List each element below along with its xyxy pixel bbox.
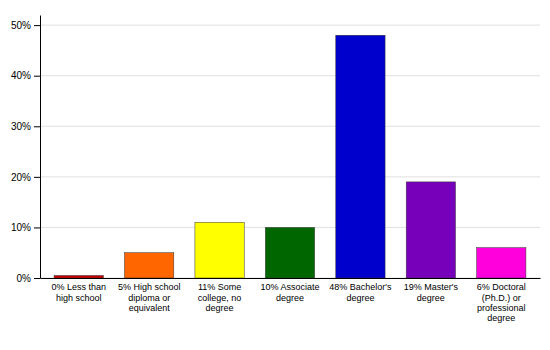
grid-line xyxy=(40,176,540,177)
x-tick: 0% Less thanhigh school xyxy=(51,282,106,302)
x-tick-label-line: degree xyxy=(276,293,304,303)
grid-line xyxy=(40,25,540,26)
x-tick: 48% Bachelor'sdegree xyxy=(329,282,392,302)
y-tick-mark xyxy=(34,25,40,26)
y-tick-label: 50% xyxy=(11,20,31,31)
y-tick-mark xyxy=(34,177,40,178)
x-tick-label: 48% Bachelor'sdegree xyxy=(329,282,392,302)
x-tick-label: 0% Less thanhigh school xyxy=(51,282,106,302)
x-tick-label-line: degree xyxy=(487,313,515,323)
x-tick-label-line: 0% Less than xyxy=(51,282,106,292)
bar xyxy=(406,182,455,278)
x-tick-label-line: high school xyxy=(56,293,102,303)
x-tick-label-line: 19% Master's xyxy=(404,282,459,292)
grid xyxy=(40,25,540,278)
x-tick-label-line: equivalent xyxy=(129,303,171,313)
y-axis: 0% 10% 20% 30% 40% 50% xyxy=(11,16,41,284)
x-tick-label-line: degree xyxy=(346,293,374,303)
y-tick-label: 10% xyxy=(11,222,31,233)
y-tick: 50% xyxy=(11,20,40,31)
x-tick-label-line: 6% Doctoral xyxy=(477,282,526,292)
y-tick-mark xyxy=(34,278,40,279)
x-tick: 19% Master'sdegree xyxy=(404,282,459,302)
y-tick: 0% xyxy=(17,273,40,284)
x-tick-label: 5% High schooldiploma orequivalent xyxy=(118,282,181,313)
y-tick-mark xyxy=(34,227,40,228)
y-tick: 30% xyxy=(11,121,40,132)
bars xyxy=(54,35,526,278)
plot: 0% 10% 20% 30% 40% 50% 0% Less thanhigh school… xyxy=(11,16,541,324)
x-axis-line xyxy=(41,278,541,279)
bar xyxy=(54,275,103,278)
x-axis: 0% Less thanhigh school 5% High schooldip… xyxy=(41,279,541,324)
x-tick-label: 11% Somecollege, nodegree xyxy=(198,282,242,313)
x-tick-label-line: college, no xyxy=(198,293,242,303)
x-tick-label-line: professional xyxy=(477,303,526,313)
y-tick-label: 30% xyxy=(11,121,31,132)
x-tick-label-line: 10% Associate xyxy=(260,282,319,292)
y-axis-line xyxy=(40,16,41,279)
y-tick-mark xyxy=(34,126,40,127)
y-tick: 40% xyxy=(11,70,40,81)
x-tick-label-line: (Ph.D.) or xyxy=(482,293,521,303)
x-tick-label-line: degree xyxy=(417,293,445,303)
y-tick: 20% xyxy=(11,172,40,183)
x-tick: 10% Associatedegree xyxy=(260,282,319,302)
x-tick-label-line: 11% Some xyxy=(198,282,241,292)
x-tick-label-line: diploma or xyxy=(128,293,170,303)
x-tick-label: 6% Doctoral(Ph.D.) orprofessionaldegree xyxy=(477,282,526,323)
bar xyxy=(195,222,244,278)
y-tick-label: 20% xyxy=(11,172,31,183)
chart: 0% 10% 20% 30% 40% 50% 0% Less thanhigh school… xyxy=(0,0,550,350)
x-tick-label-line: 5% High school xyxy=(118,282,181,292)
y-tick-mark xyxy=(34,76,40,77)
bar xyxy=(336,35,385,278)
y-tick-label: 0% xyxy=(17,273,32,284)
bar xyxy=(125,253,174,278)
x-tick-label: 19% Master'sdegree xyxy=(404,282,459,302)
x-tick-label-line: 48% Bachelor's xyxy=(329,282,392,292)
x-tick: 11% Somecollege, nodegree xyxy=(198,282,242,313)
x-tick-label: 10% Associatedegree xyxy=(260,282,319,302)
grid-line xyxy=(40,126,540,127)
x-tick: 5% High schooldiploma orequivalent xyxy=(118,282,181,313)
bar xyxy=(265,227,314,278)
bar xyxy=(477,248,526,278)
y-tick-label: 40% xyxy=(11,70,31,81)
x-tick: 6% Doctoral(Ph.D.) orprofessionaldegree xyxy=(477,282,526,323)
x-tick-label-line: degree xyxy=(206,303,234,313)
y-tick: 10% xyxy=(11,222,40,233)
grid-line xyxy=(40,75,540,76)
